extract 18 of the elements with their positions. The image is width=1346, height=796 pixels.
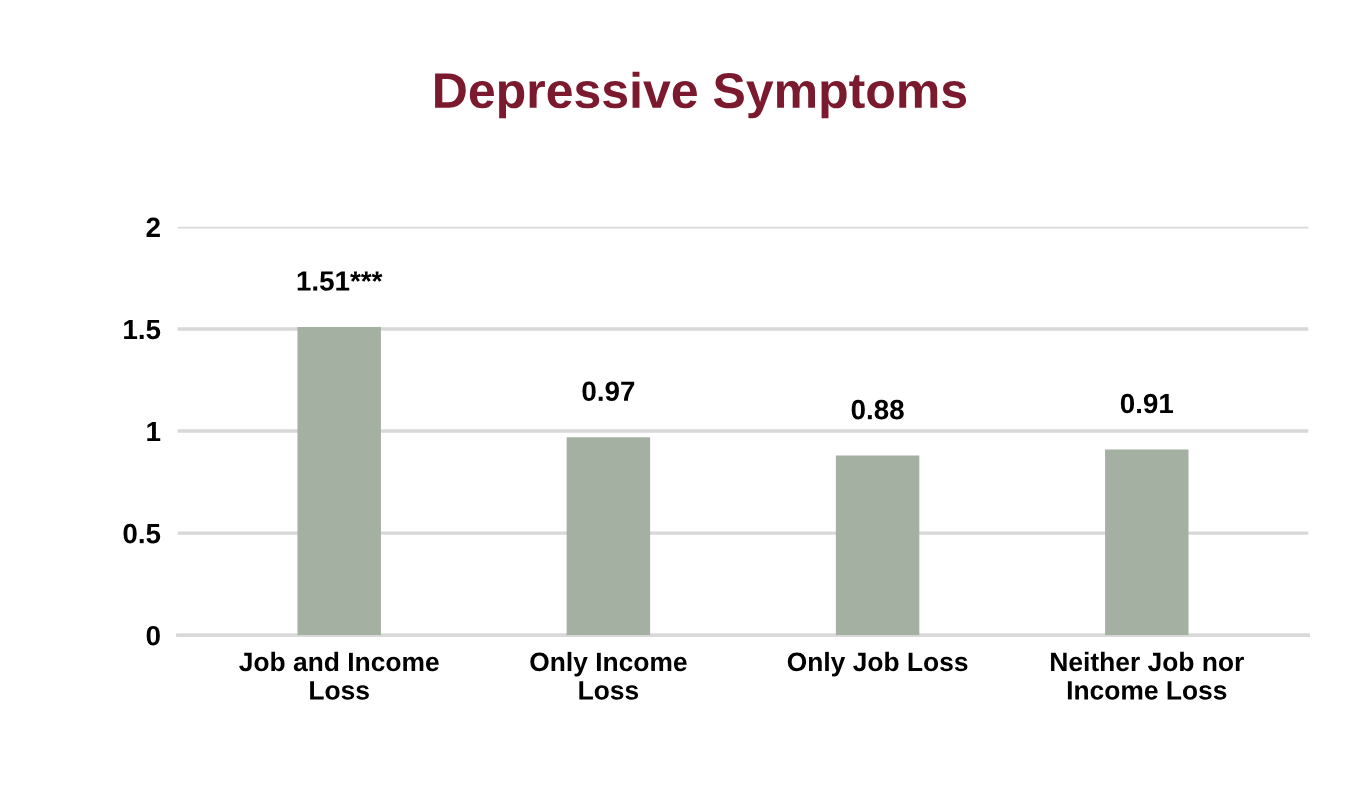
x-tick-label: Neither Job nor Income Loss bbox=[1051, 651, 1244, 700]
y-tick-label: 1 bbox=[147, 421, 161, 442]
bar bbox=[566, 437, 651, 636]
bar bbox=[1105, 449, 1189, 636]
chart-title: Depressive Symptoms bbox=[435, 71, 967, 119]
y-tick-label: 0.5 bbox=[123, 523, 161, 544]
data-label: 0.91 bbox=[1120, 393, 1174, 414]
bar bbox=[835, 455, 920, 636]
x-tick-label: Job and Income Loss bbox=[239, 651, 439, 700]
y-tick-label: 2 bbox=[146, 217, 160, 237]
bar bbox=[297, 326, 381, 636]
data-label: 0.97 bbox=[582, 381, 635, 402]
x-tick-label: Only Job Loss bbox=[787, 651, 968, 677]
data-label: 1.51*** bbox=[297, 271, 383, 291]
x-tick-label: Only Income Loss bbox=[530, 651, 687, 700]
y-tick-label: 0 bbox=[146, 625, 160, 646]
y-tick-label: 1.5 bbox=[124, 319, 161, 340]
data-label: 0.88 bbox=[851, 399, 904, 420]
